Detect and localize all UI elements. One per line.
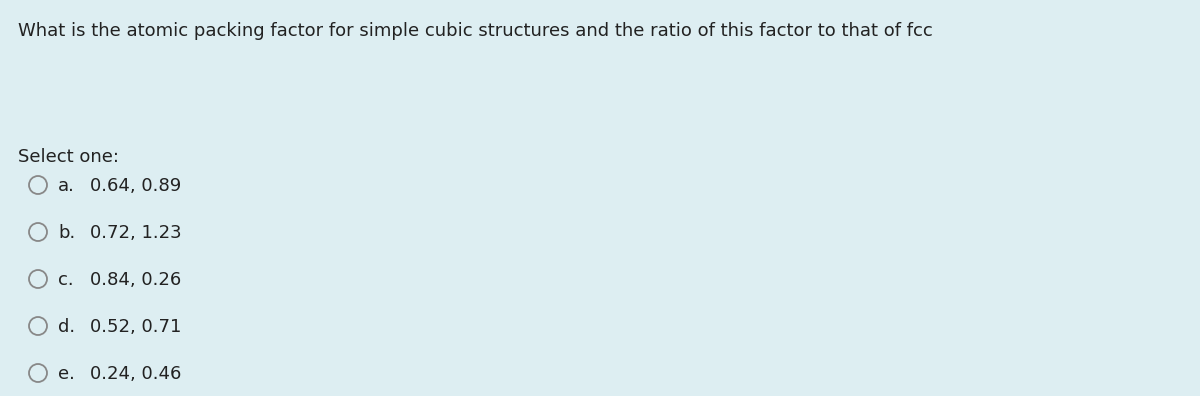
Text: What is the atomic packing factor for simple cubic structures and the ratio of t: What is the atomic packing factor for si… <box>18 22 932 40</box>
Text: b.: b. <box>58 224 76 242</box>
Text: 0.52, 0.71: 0.52, 0.71 <box>90 318 181 336</box>
Text: a.: a. <box>58 177 74 195</box>
Text: 0.84, 0.26: 0.84, 0.26 <box>90 271 181 289</box>
Text: d.: d. <box>58 318 76 336</box>
Text: 0.24, 0.46: 0.24, 0.46 <box>90 365 181 383</box>
Text: e.: e. <box>58 365 74 383</box>
Text: 0.72, 1.23: 0.72, 1.23 <box>90 224 181 242</box>
Text: 0.64, 0.89: 0.64, 0.89 <box>90 177 181 195</box>
Text: c.: c. <box>58 271 73 289</box>
Text: Select one:: Select one: <box>18 148 119 166</box>
